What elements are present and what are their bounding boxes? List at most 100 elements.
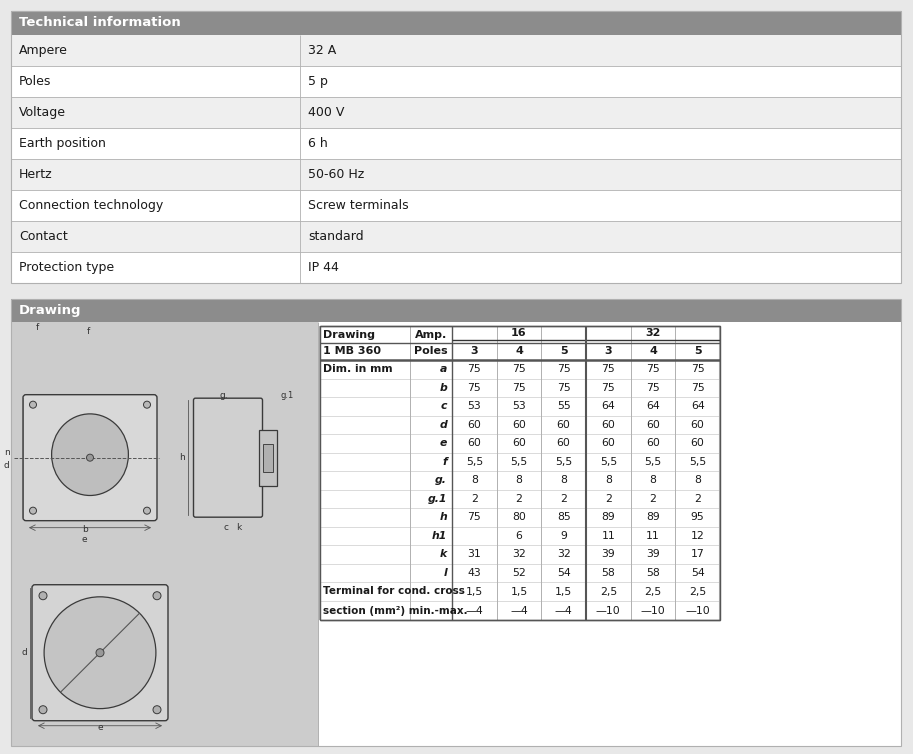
Text: 54: 54 [557,568,571,578]
Text: 60: 60 [512,420,526,430]
Text: f: f [442,457,447,467]
Text: Hertz: Hertz [19,168,53,181]
Text: 75: 75 [557,383,571,393]
Text: 39: 39 [602,549,615,559]
Text: 9: 9 [561,531,567,541]
Text: 11: 11 [646,531,660,541]
Text: b: b [439,383,447,393]
Text: 53: 53 [512,401,526,411]
Bar [11,159,901,190]
Bar [11,221,901,252]
Text: 5,5: 5,5 [600,457,617,467]
Text: 60: 60 [512,438,526,448]
Text: k: k [236,523,241,532]
Text: g.: g. [436,475,447,486]
Text: 60: 60 [467,420,481,430]
Text: standard: standard [308,230,363,243]
Circle shape [143,401,151,408]
Text: 8: 8 [516,475,522,486]
Text: 5,5: 5,5 [466,457,483,467]
Text: 16: 16 [511,329,527,339]
Text: —10: —10 [641,605,666,615]
Text: 75: 75 [467,364,481,374]
Text: Amp.: Amp. [415,329,447,339]
Circle shape [39,706,47,714]
Circle shape [143,507,151,514]
Text: 2: 2 [471,494,477,504]
Text: 85: 85 [557,512,571,523]
Text: 64: 64 [602,401,615,411]
Text: 11: 11 [602,531,615,541]
Text: 2,5: 2,5 [600,587,617,596]
Text: 60: 60 [602,438,615,448]
Text: 60: 60 [646,438,660,448]
Text: 53: 53 [467,401,481,411]
Text: 75: 75 [602,364,615,374]
Text: 60: 60 [602,420,615,430]
Text: 75: 75 [646,383,660,393]
Text: 39: 39 [646,549,660,559]
Text: 2: 2 [694,494,701,504]
Text: —4: —4 [555,605,572,615]
Text: 8: 8 [649,475,656,486]
Text: k: k [440,549,447,559]
Text: 6: 6 [516,531,522,541]
Text: 60: 60 [691,420,705,430]
Text: 2: 2 [561,494,567,504]
FancyBboxPatch shape [194,398,263,517]
Bar [11,190,901,221]
Text: 89: 89 [646,512,660,523]
Text: 75: 75 [467,383,481,393]
Text: 75: 75 [557,364,571,374]
Text: 4: 4 [649,347,657,357]
Text: h: h [439,512,447,523]
Text: 1,5: 1,5 [555,587,572,596]
Circle shape [44,597,156,709]
Text: 60: 60 [691,438,705,448]
Text: —10: —10 [596,605,621,615]
Text: a: a [440,364,447,374]
Text: e: e [82,535,88,544]
Bar [263,443,272,472]
Text: e: e [440,438,447,448]
Text: 32: 32 [512,549,526,559]
Text: 17: 17 [691,549,705,559]
Text: 32: 32 [557,549,571,559]
Text: 5,5: 5,5 [645,457,662,467]
Text: 5,5: 5,5 [510,457,528,467]
Text: Earth position: Earth position [19,137,106,150]
Text: 12: 12 [691,531,705,541]
Text: 31: 31 [467,549,481,559]
Text: —10: —10 [686,605,710,615]
Bar [258,430,277,486]
Bar [320,326,720,620]
Text: 2: 2 [605,494,612,504]
Text: 2: 2 [649,494,656,504]
Text: 89: 89 [602,512,615,523]
Text: 64: 64 [646,401,660,411]
Text: g.1: g.1 [427,494,447,504]
Text: 75: 75 [691,383,705,393]
Text: 60: 60 [557,420,571,430]
Text: Drawing: Drawing [323,329,375,339]
Text: Poles: Poles [19,75,51,88]
Text: 75: 75 [512,383,526,393]
Ellipse shape [52,414,129,495]
Text: IP 44: IP 44 [308,261,339,274]
Circle shape [96,648,104,657]
Text: 32: 32 [645,329,661,339]
Circle shape [87,454,93,461]
Text: 2,5: 2,5 [689,587,707,596]
Circle shape [153,592,161,599]
Bar [11,299,901,322]
Bar [318,322,901,746]
Circle shape [29,401,37,408]
Circle shape [39,592,47,599]
Text: 75: 75 [512,364,526,374]
Text: 60: 60 [646,420,660,430]
Text: f: f [87,327,90,336]
Text: Drawing: Drawing [19,304,81,317]
Text: 64: 64 [691,401,705,411]
Text: 55: 55 [557,401,571,411]
Text: 1 MB 360: 1 MB 360 [323,347,381,357]
